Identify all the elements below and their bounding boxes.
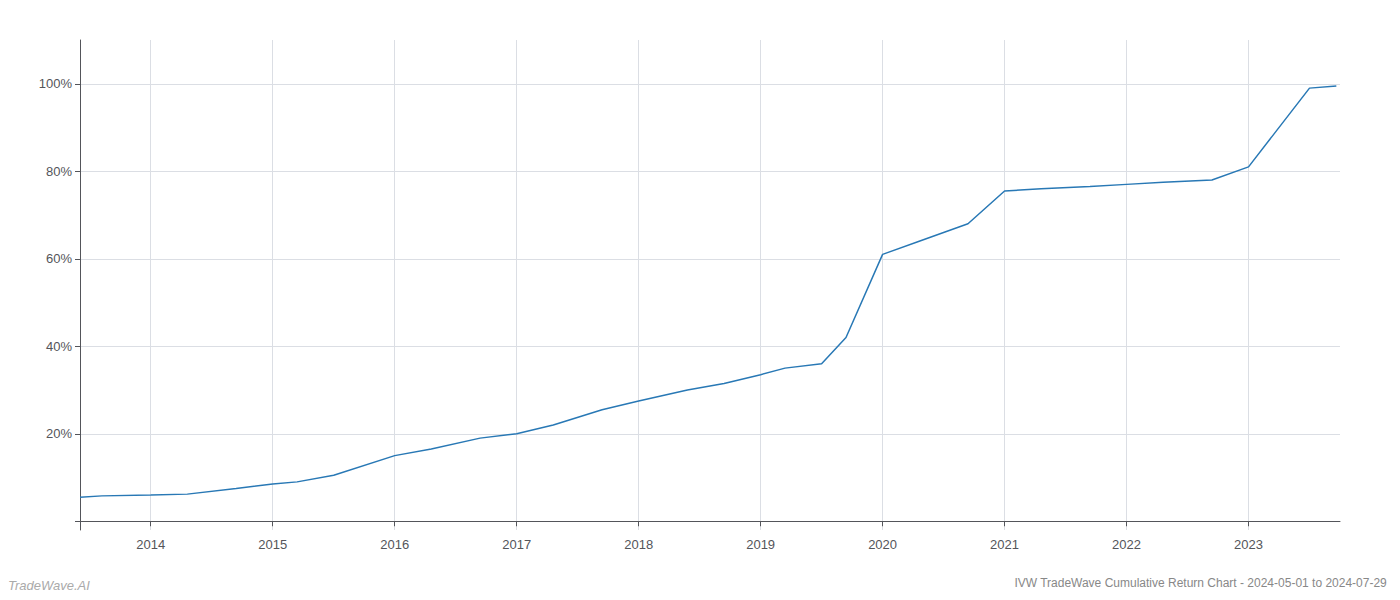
svg-text:2022: 2022 (1112, 537, 1141, 552)
svg-text:80%: 80% (46, 164, 72, 179)
svg-text:TradeWave.AI: TradeWave.AI (8, 578, 90, 593)
svg-text:40%: 40% (46, 339, 72, 354)
svg-text:2015: 2015 (258, 537, 287, 552)
svg-text:IVW TradeWave Cumulative Retur: IVW TradeWave Cumulative Return Chart - … (1014, 576, 1387, 590)
svg-text:2019: 2019 (746, 537, 775, 552)
svg-text:2014: 2014 (136, 537, 165, 552)
svg-text:2020: 2020 (868, 537, 897, 552)
svg-text:2017: 2017 (502, 537, 531, 552)
svg-text:2018: 2018 (624, 537, 653, 552)
svg-text:2023: 2023 (1234, 537, 1263, 552)
svg-text:20%: 20% (46, 426, 72, 441)
svg-text:100%: 100% (39, 76, 73, 91)
svg-text:2021: 2021 (990, 537, 1019, 552)
svg-text:60%: 60% (46, 251, 72, 266)
svg-text:2016: 2016 (380, 537, 409, 552)
